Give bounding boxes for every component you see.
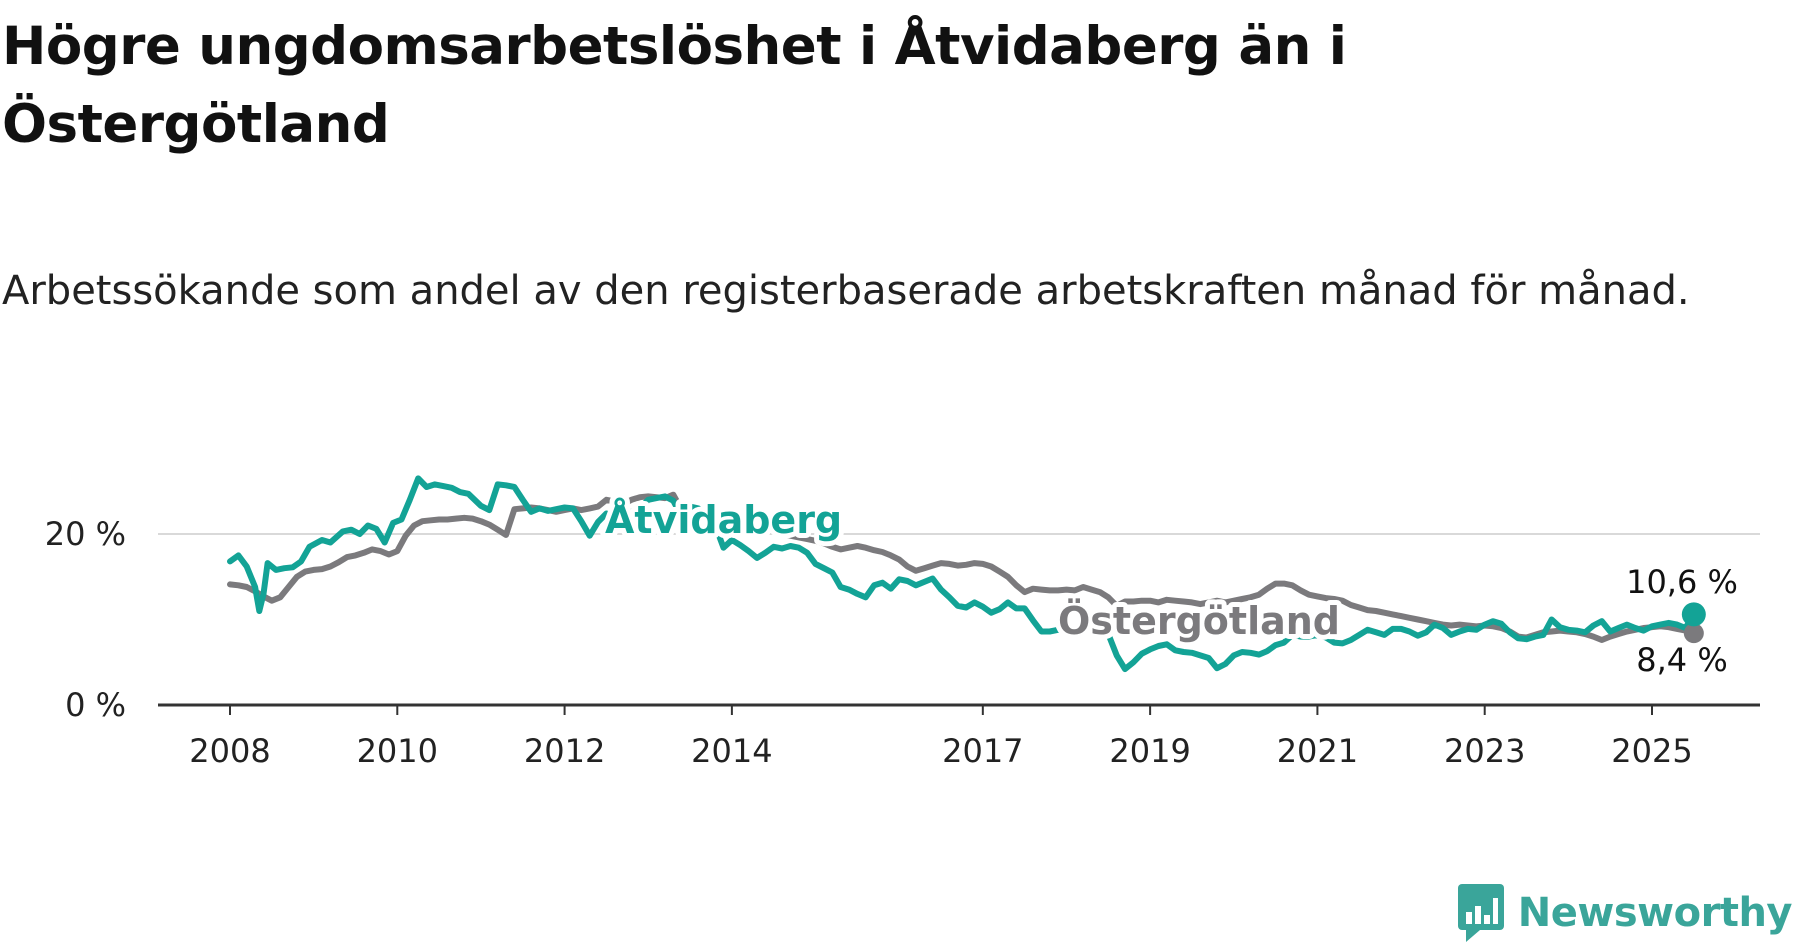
newsworthy-logo: Newsworthy (1457, 884, 1793, 942)
end-label-ostergotland: 8,4 % (1636, 641, 1727, 679)
newsworthy-bar-chart-icon (1457, 884, 1504, 942)
end-label-atvidaberg: 10,6 % (1626, 563, 1738, 601)
x-tick-label: 2023 (1444, 732, 1525, 770)
x-tick-label: 2021 (1277, 732, 1358, 770)
labels: Åtvidaberg Östergötland 10,6 % 8,4 % (600, 493, 1738, 679)
series-line-atvidaberg (227, 475, 1697, 673)
series-label-atvidaberg: Åtvidaberg (605, 498, 842, 542)
x-tick-label: 2017 (942, 732, 1023, 770)
x-tick-label: 2010 (357, 732, 438, 770)
x-tick-label: 2025 (1611, 732, 1692, 770)
chart-subtitle: Arbetssökande som andel av den registerb… (2, 268, 1690, 314)
chart-title: Högre ungdomsarbetslöshet i Åtvidaberg ä… (2, 16, 1347, 155)
y-tick-label: 0 % (65, 686, 126, 724)
x-tick-label: 2012 (524, 732, 605, 770)
logo-text: Newsworthy (1517, 890, 1793, 936)
x-tick-label: 2014 (691, 732, 772, 770)
x-tick-label: 2019 (1109, 732, 1190, 770)
series-label-ostergotland: Östergötland (1058, 599, 1340, 643)
y-tick-label: 20 % (45, 515, 126, 553)
axis-ticks: 0 % 20 % 2008 2010 2012 2014 2017 2019 2021 2023 2… (45, 515, 1760, 770)
series-line-ostergotland (227, 491, 1697, 643)
end-point-ostergotland (1683, 623, 1704, 644)
series-lines (227, 475, 1697, 673)
end-point-atvidaberg (1681, 602, 1706, 627)
x-tick-label: 2008 (189, 732, 270, 770)
